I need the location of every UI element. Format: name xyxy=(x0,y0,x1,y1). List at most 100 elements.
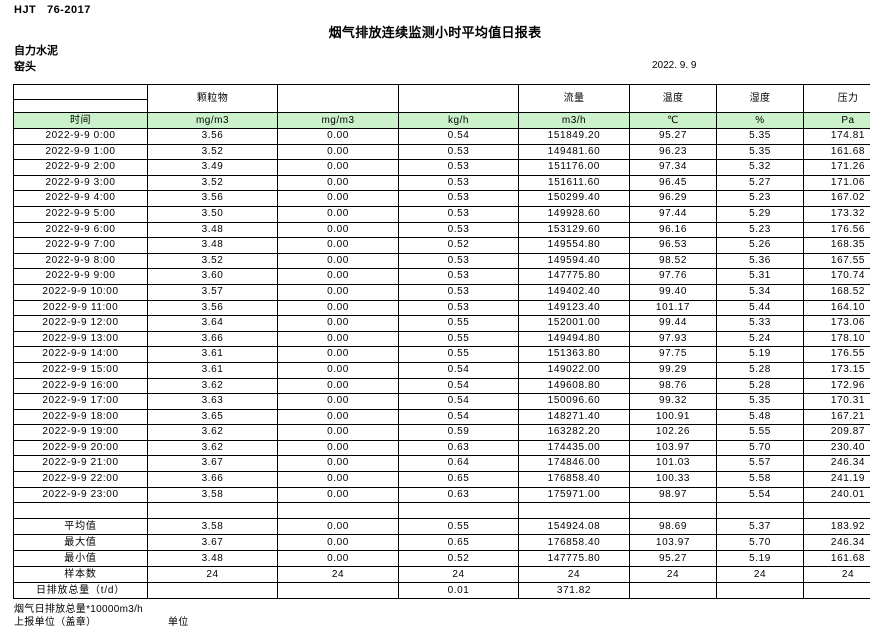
header-corner-cell xyxy=(13,84,148,113)
organization-name: 自力水泥 xyxy=(14,45,58,57)
cell-humidity: 5.33 xyxy=(716,315,804,332)
cell-pm-std: 0.00 xyxy=(277,439,399,457)
cell-time: 2022-9-9 18:00 xyxy=(13,408,148,426)
cell-pm-rate: 0.55 xyxy=(398,346,519,363)
cell-time: 2022-9-9 10:00 xyxy=(13,283,148,301)
spacer-cell-6 xyxy=(629,502,717,520)
unit-temperature: ℃ xyxy=(629,112,717,129)
cell-pm-rate: 0.53 xyxy=(398,252,519,270)
cell-flow: 149123.40 xyxy=(518,299,630,317)
footer-reporting-unit: 上报单位（盖章） xyxy=(14,617,97,628)
cell-pm-rate: 0.54 xyxy=(398,377,519,395)
summary-cell-pm-std: 24 xyxy=(277,566,399,584)
cell-pressure: 178.10 xyxy=(803,330,870,348)
summary-cell-temperature: 95.27 xyxy=(629,550,717,568)
cell-pressure: 161.68 xyxy=(803,143,870,161)
cell-flow: 151176.00 xyxy=(518,159,630,176)
cell-flow: 149494.80 xyxy=(518,330,630,348)
table-row: 2022-9-9 18:00 3.65 0.00 0.54 148271.40 100.9… xyxy=(13,408,870,426)
cell-time: 2022-9-9 22:00 xyxy=(13,471,148,488)
cell-flow: 176858.40 xyxy=(518,471,630,488)
cell-humidity: 5.29 xyxy=(716,205,804,223)
summary-cell-humidity xyxy=(716,582,804,600)
cell-humidity: 5.24 xyxy=(716,330,804,348)
cell-pressure: 173.32 xyxy=(803,205,870,223)
spacer-cell-7 xyxy=(716,502,804,520)
cell-flow: 175971.00 xyxy=(518,486,630,504)
cell-flow: 148271.40 xyxy=(518,408,630,426)
cell-pm-rate: 0.54 xyxy=(398,393,519,410)
cell-temperature: 97.93 xyxy=(629,330,717,348)
cell-pressure: 176.56 xyxy=(803,221,870,239)
cell-temperature: 99.29 xyxy=(629,361,717,379)
cell-humidity: 5.48 xyxy=(716,408,804,426)
summary-row: 最大值 3.67 0.00 0.65 176858.40 103.97 5.70 246.34 xyxy=(13,534,870,552)
cell-temperature: 101.17 xyxy=(629,299,717,317)
cell-time: 2022-9-9 23:00 xyxy=(13,486,148,504)
cell-flow: 153129.60 xyxy=(518,221,630,239)
standard-code: HJT 76-2017 xyxy=(14,4,91,16)
cell-time: 2022-9-9 0:00 xyxy=(13,128,148,145)
cell-pm-conc: 3.58 xyxy=(147,486,278,504)
cell-humidity: 5.27 xyxy=(716,174,804,192)
spacer-cell-4 xyxy=(398,502,519,520)
cell-pm-conc: 3.60 xyxy=(147,268,278,285)
cell-time: 2022-9-9 9:00 xyxy=(13,268,148,285)
header-blank-a xyxy=(277,84,399,113)
cell-pm-std: 0.00 xyxy=(277,377,399,395)
cell-temperature: 96.45 xyxy=(629,174,717,192)
cell-pm-rate: 0.63 xyxy=(398,486,519,504)
cell-pm-conc: 3.48 xyxy=(147,221,278,239)
header-humidity: 湿度 xyxy=(716,84,804,113)
summary-cell-pm-conc xyxy=(147,582,278,600)
cell-temperature: 98.52 xyxy=(629,252,717,270)
cell-pm-conc: 3.62 xyxy=(147,424,278,441)
cell-pm-rate: 0.53 xyxy=(398,299,519,317)
cell-humidity: 5.57 xyxy=(716,455,804,473)
summary-cell-pm-std: 0.00 xyxy=(277,550,399,568)
cell-pm-rate: 0.52 xyxy=(398,237,519,254)
summary-cell-pm-conc: 24 xyxy=(147,566,278,584)
cell-pm-conc: 3.57 xyxy=(147,283,278,301)
cell-time: 2022-9-9 16:00 xyxy=(13,377,148,395)
cell-flow: 152001.00 xyxy=(518,315,630,332)
cell-pm-conc: 3.67 xyxy=(147,455,278,473)
cell-pm-rate: 0.53 xyxy=(398,205,519,223)
header-blank-b xyxy=(398,84,519,113)
cell-temperature: 99.44 xyxy=(629,315,717,332)
table-data-body: 2022-9-9 0:00 3.56 0.00 0.54 151849.20 95.27 5… xyxy=(13,128,870,504)
cell-pm-std: 0.00 xyxy=(277,268,399,285)
cell-pm-rate: 0.53 xyxy=(398,283,519,301)
cell-temperature: 99.40 xyxy=(629,283,717,301)
cell-humidity: 5.54 xyxy=(716,486,804,504)
cell-pressure: 170.74 xyxy=(803,268,870,285)
header-particulate: 颗粒物 xyxy=(147,84,278,113)
cell-pm-rate: 0.65 xyxy=(398,471,519,488)
cell-flow: 149928.60 xyxy=(518,205,630,223)
cell-pm-conc: 3.65 xyxy=(147,408,278,426)
unit-pm-rate: kg/h xyxy=(398,112,519,129)
cell-humidity: 5.35 xyxy=(716,128,804,145)
cell-pm-conc: 3.56 xyxy=(147,299,278,317)
cell-flow: 150096.60 xyxy=(518,393,630,410)
cell-time: 2022-9-9 3:00 xyxy=(13,174,148,192)
summary-cell-pm-rate: 0.01 xyxy=(398,582,519,600)
cell-pm-rate: 0.63 xyxy=(398,439,519,457)
cell-humidity: 5.26 xyxy=(716,237,804,254)
report-date: 2022. 9. 9 xyxy=(652,60,697,71)
cell-pressure: 170.31 xyxy=(803,393,870,410)
cell-pm-rate: 0.53 xyxy=(398,143,519,161)
cell-temperature: 96.23 xyxy=(629,143,717,161)
cell-pm-conc: 3.64 xyxy=(147,315,278,332)
summary-label: 最小值 xyxy=(13,550,148,568)
unit-time: 时间 xyxy=(13,112,148,129)
spacer-cell-2 xyxy=(147,502,278,520)
cell-pressure: 246.34 xyxy=(803,455,870,473)
table-row: 2022-9-9 6:00 3.48 0.00 0.53 153129.60 96.16 5… xyxy=(13,221,870,239)
cell-temperature: 100.33 xyxy=(629,471,717,488)
summary-cell-humidity: 5.37 xyxy=(716,518,804,536)
cell-pm-std: 0.00 xyxy=(277,159,399,176)
cell-temperature: 101.03 xyxy=(629,455,717,473)
unit-pm-conc: mg/m3 xyxy=(147,112,278,129)
spacer-cell-3 xyxy=(277,502,399,520)
